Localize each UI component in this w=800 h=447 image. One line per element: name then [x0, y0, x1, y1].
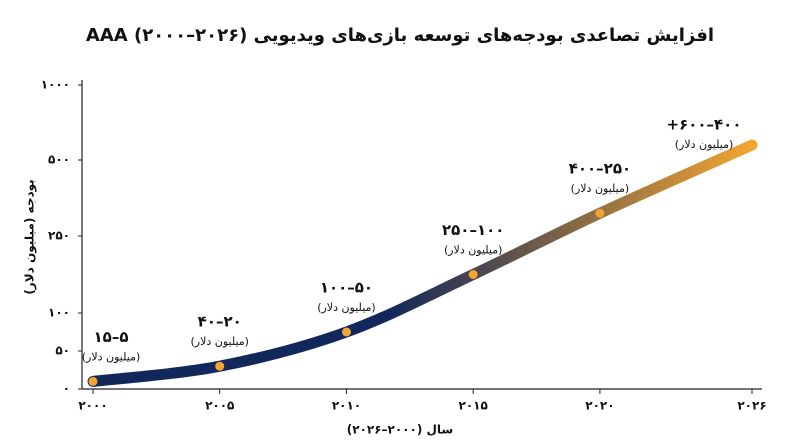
- x-tick-label: ۲۰۲۰: [585, 399, 614, 413]
- value-unit: (میلیون دلار): [317, 301, 376, 314]
- y-tick-label: ۱۰۰۰: [41, 78, 70, 92]
- y-tick-label: ۲۵۰: [48, 229, 70, 243]
- y-tick-label: ۵۰۰: [48, 153, 70, 167]
- data-point: [468, 270, 478, 279]
- x-axis-label: سال (۲۰۰۰–۲۰۲۶): [347, 423, 453, 437]
- x-tick-label: ۲۰۰۵: [205, 399, 234, 413]
- y-tick-label: ۰: [63, 382, 70, 396]
- value-label: ۱۰۰–۲۵۰: [442, 221, 504, 239]
- value-label: ۲۰–۴۰: [198, 313, 242, 331]
- chart-title: افزایش تصاعدی بودجه‌های توسعه بازی‌های و…: [86, 25, 714, 46]
- x-tick-label: ۲۰۱۵: [459, 399, 488, 413]
- y-tick-label: ۱۰۰: [48, 306, 70, 320]
- data-point: [341, 327, 351, 337]
- value-label: ۲۵۰–۴۰۰: [569, 160, 631, 178]
- data-point: [88, 376, 98, 386]
- x-tick-label: ۲۰۰۰: [78, 399, 107, 413]
- value-unit: (میلیون دلار): [190, 335, 249, 348]
- value-unit: (میلیون دلار): [82, 350, 141, 363]
- data-point: [747, 140, 757, 150]
- budget-line: [87, 139, 758, 387]
- value-unit: (میلیون دلار): [675, 138, 734, 151]
- value-label: ۵۰–۱۰۰: [320, 279, 373, 297]
- value-label: ۵–۱۵: [94, 328, 129, 346]
- y-axis-label: بودجه (میلیون دلار): [23, 179, 38, 294]
- y-tick-label: ۵۰: [55, 344, 70, 358]
- x-tick-label: ۲۰۱۰: [332, 399, 361, 413]
- value-unit: (میلیون دلار): [571, 182, 630, 195]
- data-point: [215, 361, 225, 371]
- value-label: ۴۰۰–۶۰۰+: [666, 116, 741, 134]
- data-point: [595, 208, 605, 218]
- x-tick-label: ۲۰۲۶: [737, 399, 766, 413]
- value-unit: (میلیون دلار): [444, 244, 503, 257]
